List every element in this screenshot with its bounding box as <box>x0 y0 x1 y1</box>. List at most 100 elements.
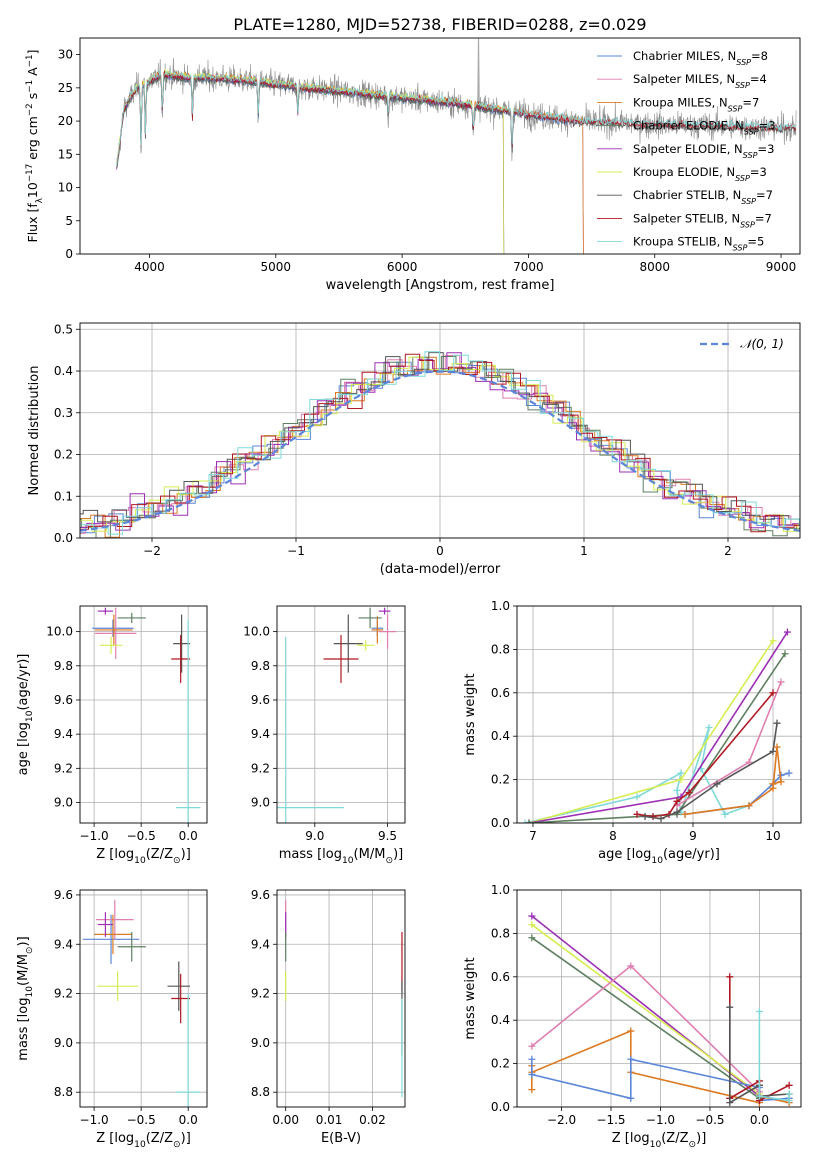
weight_vs_Z-ytick-label: 0.6 <box>491 970 510 984</box>
weight_vs_age-marker <box>713 780 721 788</box>
mass_vs_Z-ytick-label: 9.4 <box>54 937 73 951</box>
weight_vs_Z-marker <box>785 1096 793 1104</box>
residuals-plot-area <box>80 351 800 538</box>
spectrum-ytick-label: 30 <box>58 48 73 62</box>
weight_vs_Z-ytick-label: 0.2 <box>491 1057 510 1071</box>
weight_vs_age-ytick-label: 0.2 <box>491 773 510 787</box>
age_vs_Z-point-salpeter-stelib <box>171 635 191 683</box>
spectrum-ylabel: Flux [fλ10−17 erg cm−2 s−1 A−1] <box>25 50 45 243</box>
weight_vs_Z-xtick-label: −1.0 <box>646 1113 675 1127</box>
age_vs_Z-ytick-label: 9.4 <box>54 727 73 741</box>
residuals-ytick-label: 0.0 <box>54 531 73 545</box>
mass_vs_Z-point-kroupa-stelib <box>175 993 201 1107</box>
weight_vs_age-marker <box>673 808 681 816</box>
mass_vs_Z-ytick-label: 9.6 <box>54 888 73 902</box>
residuals-ylabel: Normed distribution <box>27 366 42 496</box>
weight_vs_age-series-kroupa-elodie <box>525 637 777 823</box>
weight_vs_age-marker <box>785 769 793 777</box>
mass_vs_EBV-xlabel: E(B-V) <box>321 1131 361 1146</box>
weight_vs_Z-plot-area <box>528 912 793 1107</box>
spectrum-plot-area <box>116 38 797 254</box>
weight_vs_age-marker <box>681 810 689 818</box>
weight_vs_Z-marker <box>528 1086 536 1094</box>
spectrum-legend-entry: Chabrier ELODIE, NSSP=3 <box>633 119 776 137</box>
residuals-xtick-label: −1 <box>287 544 305 558</box>
age_vs_Z-point-chabrier-elodie <box>117 612 146 624</box>
mass_vs_EBV-xtick-label: 0.00 <box>272 1113 299 1127</box>
residuals-xtick-label: 0 <box>436 544 444 558</box>
weight_vs_age-line <box>528 653 786 823</box>
spectrum-ytick-label: 25 <box>58 81 73 95</box>
weight_vs_Z-marker <box>528 1042 536 1050</box>
age_vs_Z-point-chabrier-miles <box>92 619 134 637</box>
age_vs_mass-ytick-label: 10.0 <box>243 625 270 639</box>
age_vs_Z-point-kroupa-miles <box>95 614 133 646</box>
weight_vs_age-xtick-label: 9 <box>689 829 697 843</box>
age_vs_mass-point-chabrier-elodie <box>358 607 382 629</box>
residuals-legend-entry: 𝒩(0, 1) <box>740 337 784 351</box>
weight_vs_age-marker <box>633 810 641 818</box>
age_vs_mass-plot-area <box>277 607 397 823</box>
weight_vs_age-line <box>524 727 750 823</box>
weight_vs_age-marker <box>657 815 665 823</box>
weight_vs_Z-xtick-label: −2.0 <box>547 1113 576 1127</box>
weight_vs_age-frame <box>516 605 802 824</box>
weight_vs_age-ytick-label: 0.8 <box>491 642 510 656</box>
weight_vs_age-marker <box>705 724 713 732</box>
residuals-frame <box>79 322 801 539</box>
mass_vs_Z-ytick-label: 9.0 <box>54 1036 73 1050</box>
mass_vs_Z-point-kroupa-miles <box>94 914 132 955</box>
spectrum-legend-entry: Chabrier STELIB, NSSP=7 <box>633 188 773 206</box>
weight_vs_Z-marker <box>528 934 536 942</box>
mass_vs_EBV-ytick-label: 9.0 <box>251 1036 270 1050</box>
spectrum-legend-entry: Kroupa MILES, NSSP=7 <box>633 95 759 113</box>
weight_vs_age-marker <box>677 776 685 784</box>
weight_vs_age-ytick-label: 0.4 <box>491 729 510 743</box>
age_vs_Z-ytick-label: 9.6 <box>54 693 73 707</box>
mass_vs_EBV-ytick-label: 9.6 <box>251 888 270 902</box>
mass_vs_EBV-xtick-label: 0.01 <box>316 1113 343 1127</box>
weight_vs_age-marker <box>641 812 649 820</box>
mass_vs_Z-point-chabrier-stelib <box>167 961 191 1011</box>
spectrum-xtick-label: 4000 <box>134 260 165 274</box>
weight_vs_age-marker <box>769 637 777 645</box>
weight_vs_age-marker <box>521 819 529 823</box>
weight_vs_age-marker <box>773 719 781 727</box>
weight_vs_Z-marker <box>528 921 536 929</box>
mass_vs_Z-point-salpeter-miles <box>95 899 134 940</box>
age_vs_Z-xlabel: Z [log10(Z/Z⊙)] <box>96 847 191 866</box>
age_vs_mass-ytick-label: 9.4 <box>251 727 270 741</box>
mass_vs_EBV-ytick-label: 9.4 <box>251 937 270 951</box>
age_vs_Z-frame <box>79 605 208 824</box>
weight_vs_age-panel: 7 8 9 10 0.0 0.2 0.4 0.6 0.8 1.0 age [log10(age/yr… <box>463 599 802 866</box>
spectrum-legend-entry: Chabrier MILES, NSSP=8 <box>633 49 768 67</box>
weight_vs_Z-xtick-label: −0.5 <box>695 1113 724 1127</box>
weight_vs_age-marker <box>777 678 785 686</box>
weight_vs_Z-marker <box>528 1070 536 1078</box>
weight_vs_age-xtick-label: 8 <box>609 829 617 843</box>
age_vs_Z-ytick-label: 9.8 <box>54 659 73 673</box>
age_vs_Z-panel: −1.0 −0.5 0.0 9.0 9.2 9.4 9.6 9.8 10.0 Z [log10(Z… <box>16 605 208 866</box>
weight_vs_age-ytick-label: 1.0 <box>491 599 510 613</box>
age_vs_mass-panel: 9.0 9.5 9.0 9.2 9.4 9.6 9.8 10.0 mass [log10(M/M… <box>243 605 406 866</box>
mass_vs_Z-point-salpeter-stelib <box>171 973 191 1024</box>
weight_vs_Z-panel: −2.0 −1.5 −1.0 −0.5 0.0 0.0 0.2 0.4 0.6 0.8 1.0 Z [… <box>463 883 802 1150</box>
weight_vs_age-marker <box>745 802 753 810</box>
weight_vs_age-marker <box>769 689 777 697</box>
spectrum-model-salpeter-stelib <box>116 70 797 168</box>
residuals-xtick-label: 1 <box>580 544 588 558</box>
weight_vs_age-ytick-label: 0.0 <box>491 816 510 830</box>
spectrum-panel: 4000 5000 6000 7000 8000 9000 0 5 10 15 20 25 30 wave… <box>25 37 801 293</box>
mass_vs_Z-point-kroupa-elodie <box>96 971 139 1001</box>
weight_vs_age-marker <box>781 650 789 658</box>
spectrum-xtick-label: 7000 <box>513 260 544 274</box>
age_vs_Z-ylabel: age [log10(age/yr)] <box>16 654 35 776</box>
mass_vs_Z-point-chabrier-elodie <box>117 931 146 962</box>
spectrum-ytick-label: 15 <box>58 147 73 161</box>
weight_vs_age-plot-area <box>521 628 793 823</box>
weight_vs_age-xtick-label: 7 <box>529 829 537 843</box>
age_vs_mass-xtick-label: 9.5 <box>378 829 397 843</box>
weight_vs_Z-marker <box>726 1003 734 1011</box>
weight_vs_age-marker <box>769 747 777 755</box>
weight_vs_age-series-salpeter-elodie <box>525 628 791 823</box>
